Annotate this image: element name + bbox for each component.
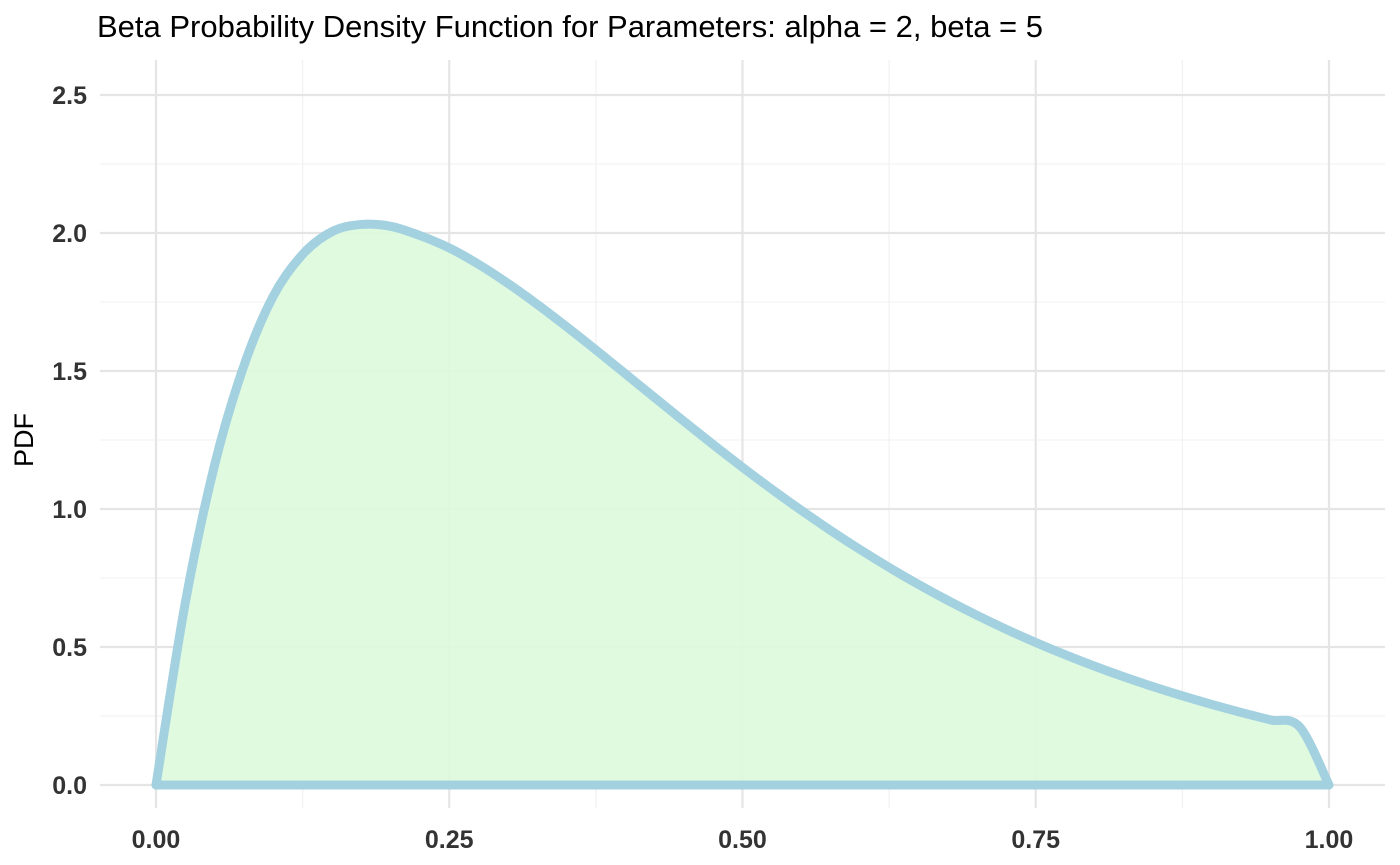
chart-title: Beta Probability Density Function for Pa… (97, 9, 1043, 44)
y-tick-label: 2.5 (52, 82, 87, 110)
x-tick-label: 0.00 (132, 826, 181, 854)
x-tick-label: 0.50 (718, 826, 767, 854)
x-tick-label: 0.75 (1011, 826, 1060, 854)
y-tick-label: 1.0 (52, 496, 87, 524)
density-curve (151, 219, 1334, 790)
y-tick-label: 2.0 (52, 220, 87, 248)
y-tick-label: 0.0 (52, 772, 87, 800)
y-tick-label: 0.5 (52, 634, 87, 662)
y-axis-label: PDF (9, 413, 39, 467)
y-tick-label: 1.5 (52, 358, 87, 386)
x-tick-label: 1.00 (1305, 826, 1354, 854)
x-tick-label: 0.25 (425, 826, 474, 854)
axis-ticks: 0.00 0.25 0.50 0.75 1.00 0.0 0.5 1.0 1.5 2.0 2.5 (52, 82, 1353, 854)
